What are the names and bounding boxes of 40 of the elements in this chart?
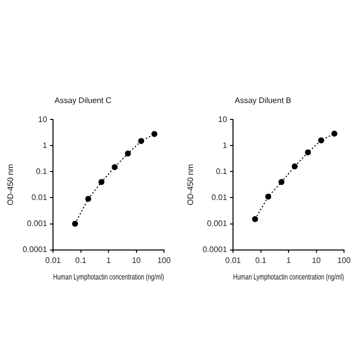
chart-title: Assay Diluent C: [54, 96, 112, 106]
x-tick-label: 100: [157, 256, 172, 265]
x-tick-label: 1: [286, 256, 292, 265]
x-tick-label: 0.01: [225, 256, 242, 265]
y-tick-label: 0.0001: [22, 245, 48, 254]
point: [85, 196, 92, 202]
point: [265, 194, 272, 200]
point: [112, 164, 118, 170]
y-tick-label: 1: [222, 140, 228, 150]
point: [138, 138, 144, 144]
point: [151, 130, 158, 137]
y-tick-label: 10: [38, 114, 48, 124]
y-axis-title: OD-450 nm: [6, 164, 16, 206]
y-tick-label: 0.0001: [202, 245, 228, 254]
y-tick-label: 0.1: [216, 166, 228, 176]
x-tick-label: 10: [312, 256, 322, 265]
point: [331, 130, 338, 137]
x-tick-label: 10: [132, 256, 142, 265]
y-tick-label: 0.001: [207, 218, 228, 228]
x-tick-label: 0.1: [255, 256, 267, 265]
point: [278, 179, 284, 186]
y-tick-label: 0.01: [211, 192, 228, 202]
point: [318, 137, 324, 144]
y-tick-label: 10: [218, 114, 228, 124]
x-tick-label: 100: [337, 256, 352, 265]
point: [124, 150, 131, 156]
point: [72, 220, 78, 227]
x-tick-label: 1: [106, 256, 112, 265]
y-tick-label: 0.01: [31, 192, 48, 202]
y-tick-label: 0.001: [27, 218, 48, 228]
point: [252, 216, 258, 222]
point: [98, 179, 104, 186]
y-tick-label: 1: [42, 140, 48, 150]
point: [292, 163, 298, 170]
x-tick-label: 0.1: [75, 256, 87, 265]
point: [304, 149, 311, 156]
y-tick-label: 0.1: [36, 166, 48, 176]
x-tick-label: 0.01: [45, 256, 62, 265]
chart-title: Assay Diluent B: [234, 96, 292, 106]
y-axis-title: OD-450 nm: [186, 164, 196, 206]
